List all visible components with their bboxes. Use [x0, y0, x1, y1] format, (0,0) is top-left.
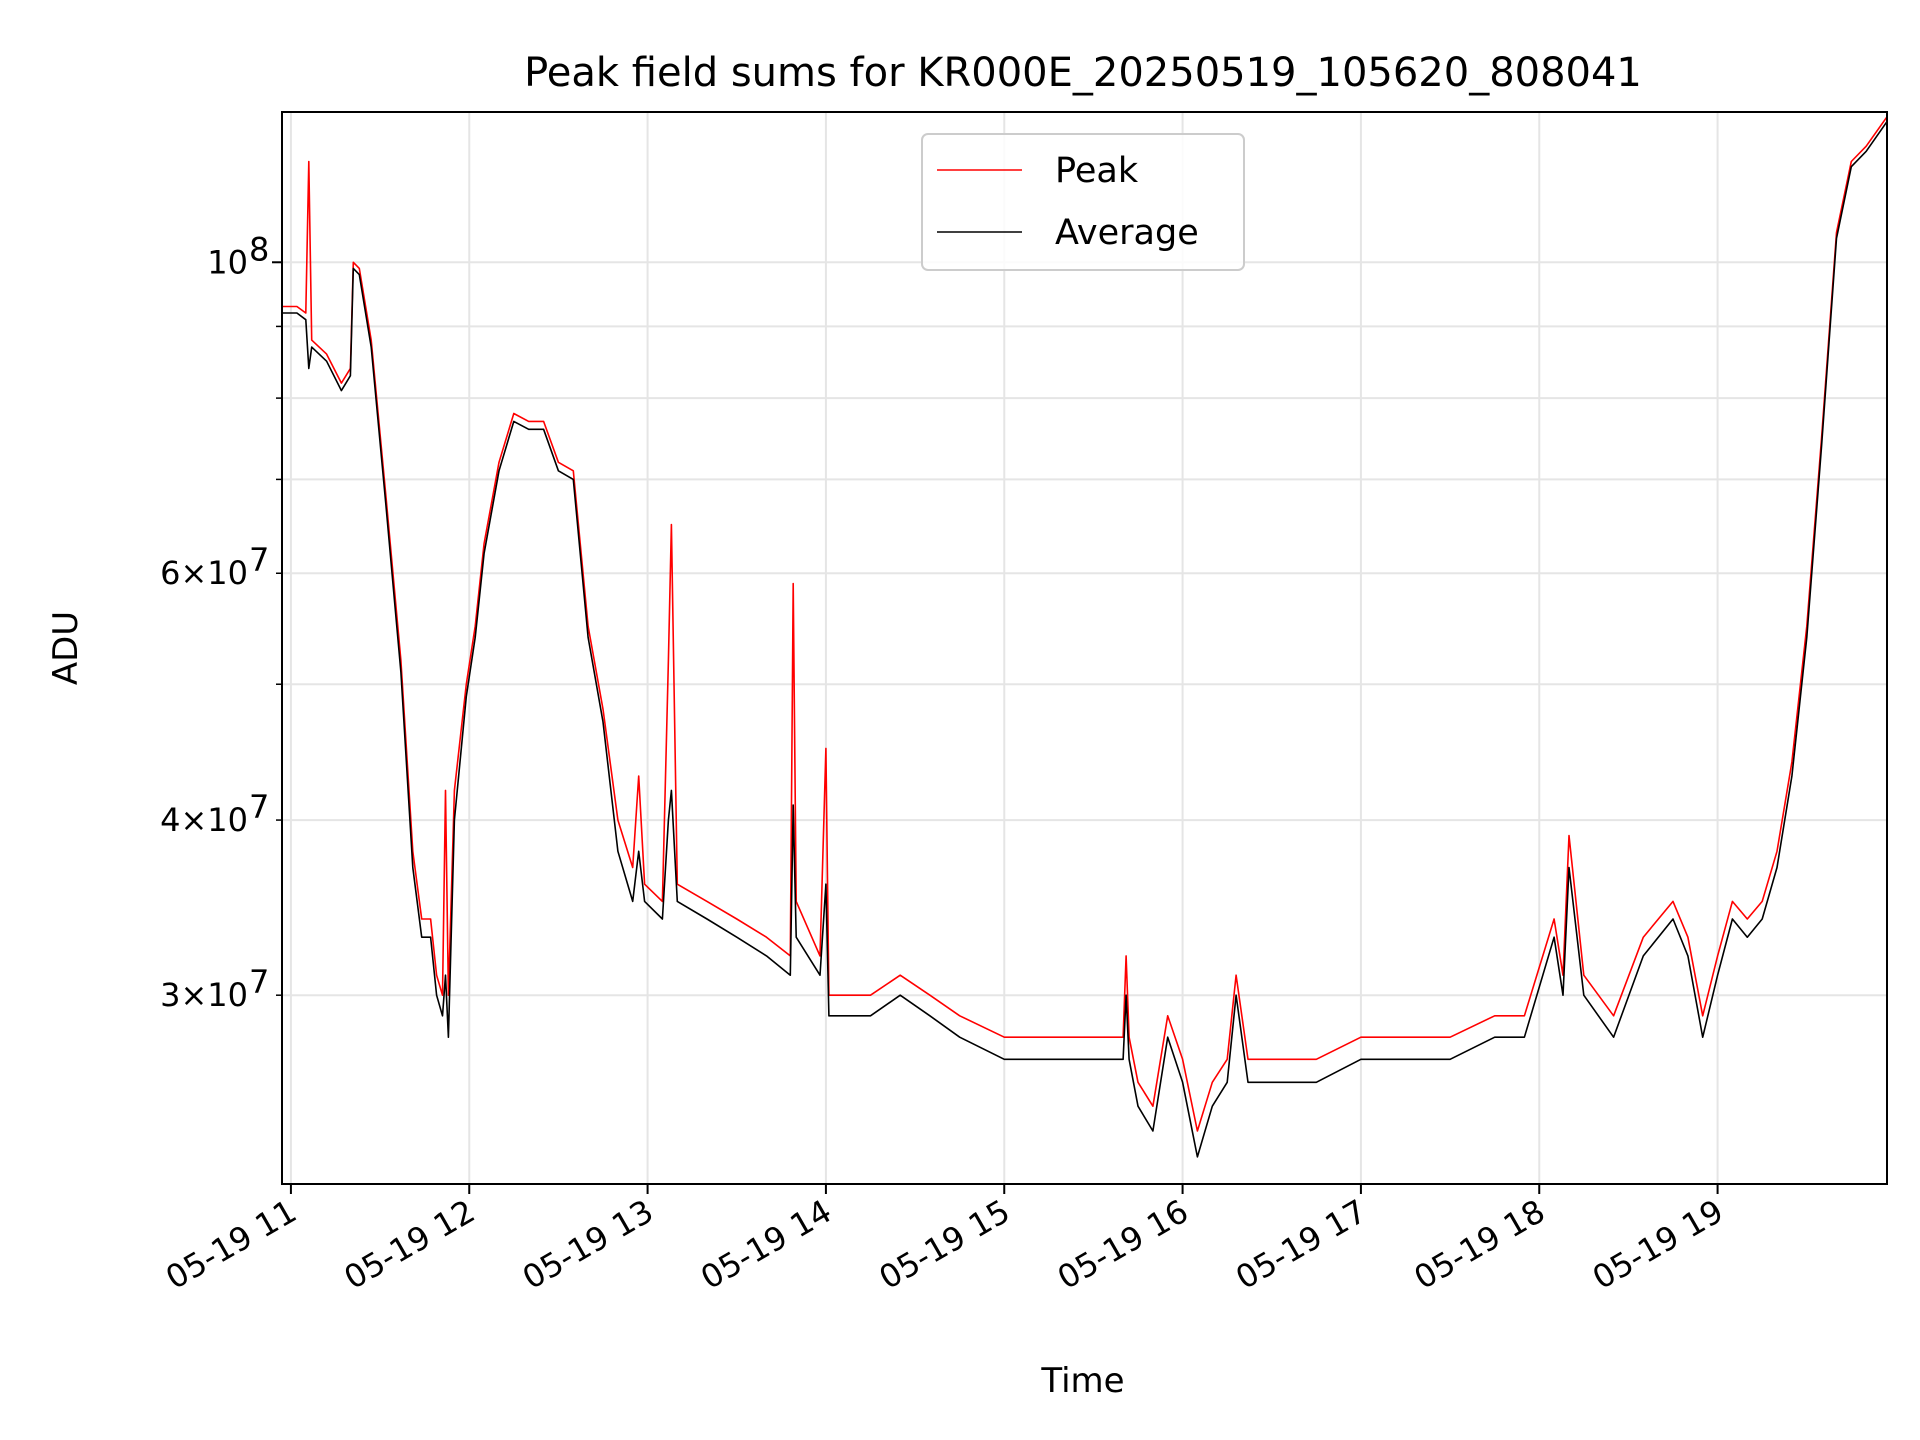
chart-title: Peak field sums for KR000E_20250519_1056… [524, 50, 1642, 96]
y-axis-label: ADU [46, 611, 86, 685]
y-tick-label: 10 [207, 243, 248, 281]
y-tick-exponent: 7 [249, 963, 269, 1001]
plot-frame [281, 111, 1888, 1185]
y-tick-label: 4×10 [160, 801, 248, 839]
y-tick-label: 6×10 [160, 554, 248, 592]
y-axis-ticks: 10 83×10 74×10 76×10 7 [160, 230, 282, 1014]
legend: Peak Average [921, 133, 1245, 271]
y-tick-exponent: 8 [249, 230, 269, 268]
legend-label-average: Average [1055, 213, 1199, 253]
y-tick-exponent: 7 [249, 541, 269, 579]
x-axis-label: Time [1040, 1361, 1124, 1401]
plot-series [282, 116, 1888, 1158]
y-tick-exponent: 7 [249, 788, 269, 826]
series-line-average [282, 121, 1888, 1158]
legend-box [921, 133, 1245, 271]
y-tick-label: 3×10 [160, 976, 248, 1014]
legend-label-peak: Peak [1055, 151, 1139, 191]
